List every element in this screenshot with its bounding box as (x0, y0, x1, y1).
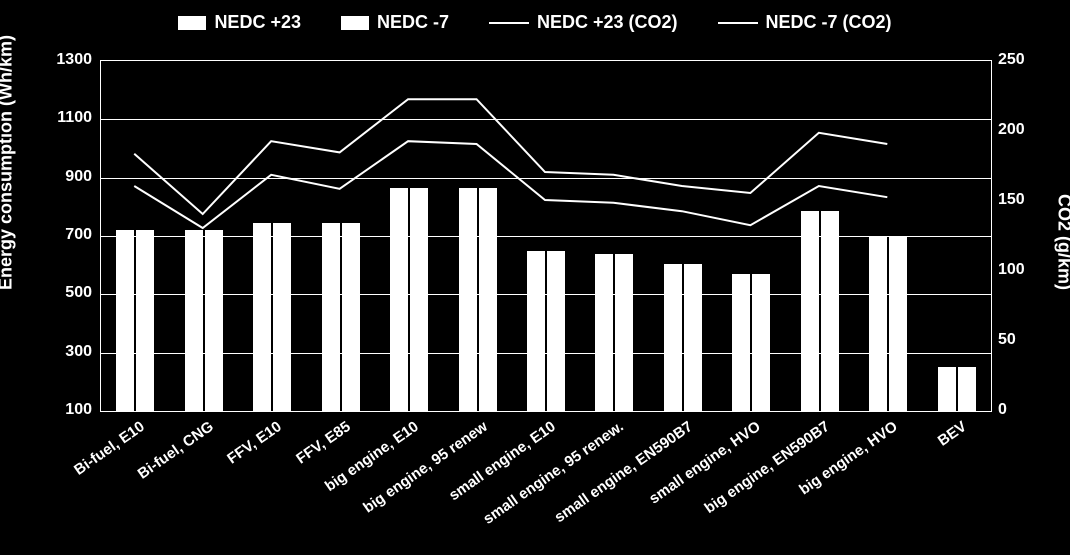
chart-legend: NEDC +23 NEDC -7 NEDC +23 (CO2) NEDC -7 … (0, 12, 1070, 33)
plot-area (100, 60, 992, 412)
y1-tick-label: 500 (42, 284, 92, 302)
bar (253, 223, 271, 411)
y1-tick-label: 100 (42, 401, 92, 419)
legend-item-line-2: NEDC -7 (CO2) (718, 12, 892, 33)
bar (273, 223, 291, 411)
bar-group (869, 236, 907, 411)
bar (869, 236, 887, 411)
bar-group (938, 367, 976, 411)
legend-label: NEDC +23 (CO2) (537, 12, 678, 33)
bar (664, 264, 682, 411)
bar-group (732, 274, 770, 411)
energy-co2-chart: NEDC +23 NEDC -7 NEDC +23 (CO2) NEDC -7 … (0, 0, 1070, 555)
bar (958, 367, 976, 411)
y2-tick-label: 0 (998, 401, 1048, 419)
bar (459, 188, 477, 411)
x-axis-label: FFV, E85 (344, 418, 354, 432)
y1-tick-label: 1100 (42, 109, 92, 127)
bar-group (116, 230, 154, 411)
bar-group (595, 254, 633, 412)
bar (322, 223, 340, 411)
bar (185, 230, 203, 411)
bar (938, 367, 956, 411)
bar (410, 188, 428, 411)
bar-group (801, 211, 839, 411)
gridline (101, 178, 991, 179)
y2-tick-label: 200 (998, 121, 1048, 139)
bar-group (185, 230, 223, 411)
bar-group (459, 188, 497, 411)
y1-axis-title: Energy consumption (Wh/km) (0, 35, 17, 290)
bar (595, 254, 613, 412)
bar (732, 274, 750, 411)
legend-label: NEDC +23 (214, 12, 301, 33)
x-axis-label: big engine, EN590B7 (823, 418, 833, 432)
bar (527, 251, 545, 411)
bar (116, 230, 134, 411)
bar-group (322, 223, 360, 411)
x-axis-label: Bi-fuel, E10 (138, 418, 148, 432)
y1-tick-label: 900 (42, 168, 92, 186)
bar (205, 230, 223, 411)
legend-item-bar-2: NEDC -7 (341, 12, 449, 33)
bar-group (253, 223, 291, 411)
bar (684, 264, 702, 411)
bar-group (664, 264, 702, 411)
x-axis-label: small engine, E10 (549, 418, 559, 432)
y2-tick-label: 100 (998, 261, 1048, 279)
legend-item-bar-1: NEDC +23 (178, 12, 301, 33)
bar (390, 188, 408, 411)
y2-tick-label: 50 (998, 331, 1048, 349)
bar-swatch-icon (178, 16, 206, 30)
bar (801, 211, 819, 411)
bar (547, 251, 565, 411)
y1-tick-label: 300 (42, 343, 92, 361)
x-axis-label: FFV, E10 (275, 418, 285, 432)
bar (821, 211, 839, 411)
bar-group (527, 251, 565, 411)
gridline (101, 119, 991, 120)
x-axis-label: Bi-fuel, CNG (207, 418, 217, 432)
bar (889, 236, 907, 411)
bar (615, 254, 633, 412)
x-axis-label: small engine, EN590B7 (686, 418, 696, 432)
bar (136, 230, 154, 411)
y1-tick-label: 1300 (42, 51, 92, 69)
x-axis-label: small engine, HVO (754, 418, 764, 432)
y2-tick-label: 250 (998, 51, 1048, 69)
y2-axis-title: CO2 (g/km) (1054, 194, 1070, 290)
line-swatch-icon (718, 22, 758, 24)
x-axis-label: small engine, 95 renew. (617, 418, 627, 432)
x-axis-label: big engine, 95 renew (481, 418, 491, 432)
y1-tick-label: 700 (42, 226, 92, 244)
bar (479, 188, 497, 411)
bar-swatch-icon (341, 16, 369, 30)
bar (752, 274, 770, 411)
bar-group (390, 188, 428, 411)
legend-label: NEDC -7 (CO2) (766, 12, 892, 33)
bar (342, 223, 360, 411)
x-axis-label: big engine, E10 (412, 418, 422, 432)
x-axis-label: big engine, HVO (891, 418, 901, 432)
x-axis-label: BEV (960, 418, 970, 432)
legend-label: NEDC -7 (377, 12, 449, 33)
gridline (101, 236, 991, 237)
y2-tick-label: 150 (998, 191, 1048, 209)
line-swatch-icon (489, 22, 529, 24)
legend-item-line-1: NEDC +23 (CO2) (489, 12, 678, 33)
